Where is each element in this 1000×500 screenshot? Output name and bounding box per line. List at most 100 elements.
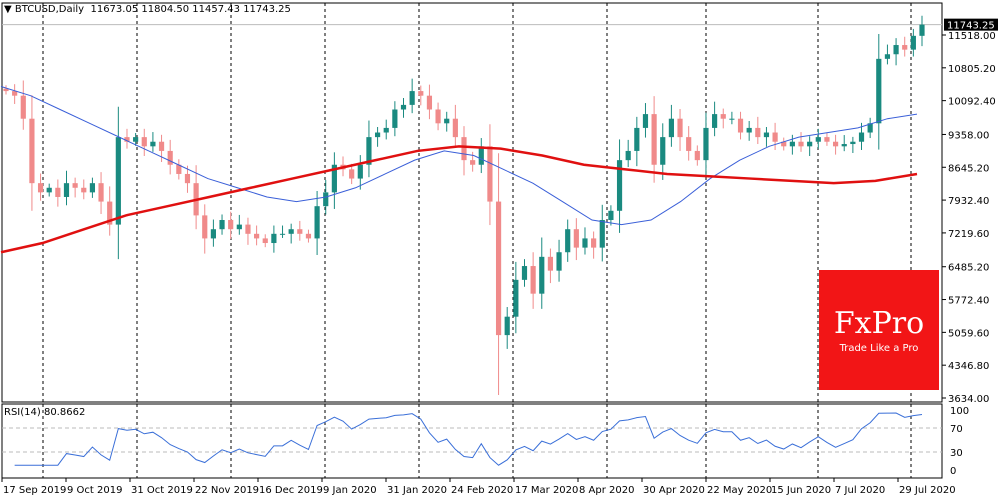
candle-body <box>167 150 173 165</box>
candle-body <box>729 118 735 120</box>
moving-average-slow <box>0 145 918 254</box>
rsi-tick-label: 30 <box>950 448 963 459</box>
candle-body <box>841 144 847 147</box>
price-tick-label: 8645.20 <box>948 163 989 174</box>
candle-body <box>279 233 286 235</box>
candle-body <box>651 114 657 165</box>
price-tick-label: 3634.00 <box>948 394 989 405</box>
candle-body <box>807 141 813 147</box>
date-label: 9 Jan 2020 <box>323 485 377 496</box>
ohlc-open: 11673.05 <box>90 4 139 15</box>
candle-body <box>815 137 821 142</box>
date-label: 31 Oct 2019 <box>131 485 193 496</box>
candle-body <box>824 137 830 142</box>
candle-body <box>755 127 761 138</box>
date-label: 7 Jul 2020 <box>835 485 885 496</box>
candle-body <box>763 132 770 138</box>
price-tick-label: 5772.40 <box>948 296 989 307</box>
candle-body <box>219 219 225 230</box>
candle-body <box>884 54 891 59</box>
candle-body <box>902 45 908 50</box>
price-tick-label: 7932.40 <box>948 196 989 207</box>
price-tick-label: 10805.20 <box>948 64 996 75</box>
candle-body <box>236 224 242 230</box>
dropdown-icon[interactable]: ▼ <box>4 4 12 15</box>
candle-body <box>435 109 441 124</box>
candle-body <box>107 201 113 225</box>
price-tick-label: 10092.40 <box>948 97 996 108</box>
candle-body <box>582 238 588 248</box>
candle-body <box>366 137 372 165</box>
date-label: 17 Sep 2019 <box>3 485 66 496</box>
candle-body <box>124 137 130 142</box>
rsi-tick-label: 70 <box>950 424 963 435</box>
candle-body <box>452 118 458 138</box>
candle-body <box>858 132 865 142</box>
price-tick-label: 11518.00 <box>948 31 996 42</box>
candle-body <box>573 229 579 248</box>
candle-body <box>599 219 605 248</box>
fxpro-logo: FxPro Trade Like a Pro <box>819 270 939 390</box>
candle-body <box>383 127 389 133</box>
date-label: 22 Nov 2019 <box>195 485 259 496</box>
candle-body <box>357 164 363 179</box>
candle-body <box>893 45 899 55</box>
candle-body <box>254 233 260 239</box>
candle-body <box>712 114 718 128</box>
candle-body <box>850 141 856 145</box>
current-price-badge <box>944 18 998 31</box>
rsi-tick-label: 100 <box>950 406 969 417</box>
candle-body <box>495 201 502 336</box>
candle-body <box>176 164 182 174</box>
candle-body <box>461 137 467 161</box>
candle-body <box>668 118 674 138</box>
candle-body <box>158 141 165 151</box>
candle-body <box>539 256 545 294</box>
date-label: 9 Oct 2019 <box>67 485 122 496</box>
candle-body <box>89 183 96 193</box>
candle-body <box>331 164 337 193</box>
date-label: 8 Apr 2020 <box>579 485 634 496</box>
candle-body <box>288 229 294 234</box>
candle-body <box>150 141 156 147</box>
candle-body <box>115 137 121 225</box>
candle-body <box>746 127 752 133</box>
date-label: 29 Jul 2020 <box>899 485 956 496</box>
candle-body <box>798 141 804 147</box>
rsi-tick-label: 0 <box>950 466 956 477</box>
candle-body <box>202 215 208 239</box>
price-tick-label: 6485.20 <box>948 263 989 274</box>
date-label: 24 Feb 2020 <box>451 485 513 496</box>
candle-body <box>608 210 614 220</box>
candle-body <box>686 137 692 151</box>
candle-body <box>98 183 104 202</box>
logo-tagline: Trade Like a Pro <box>839 343 919 354</box>
candle-body <box>3 88 9 92</box>
candle-body <box>63 183 70 197</box>
candle-body <box>55 187 61 197</box>
candle-body <box>210 229 216 239</box>
candle-body <box>297 229 303 234</box>
candle-body <box>556 252 562 271</box>
candle-body <box>737 118 744 133</box>
rsi-title: RSI(14) 80.8662 <box>4 407 86 418</box>
date-label: 31 Jan 2020 <box>387 485 447 496</box>
candle-body <box>426 95 433 110</box>
candle-body <box>634 127 640 151</box>
candle-body <box>46 187 52 193</box>
candle-body <box>521 266 528 280</box>
current-price-label: 11743.25 <box>947 21 995 32</box>
candle-body <box>349 169 355 179</box>
candle-body <box>141 137 147 147</box>
symbol-label: BTCUSD,Daily <box>14 4 85 15</box>
candle-body <box>29 118 35 184</box>
candle-body <box>616 160 623 211</box>
candle-body <box>703 127 709 161</box>
date-label: 22 May 2020 <box>707 485 772 496</box>
candle-body <box>677 118 683 138</box>
price-tick-label: 4346.80 <box>948 361 989 372</box>
candle-body <box>184 173 191 184</box>
candle-body <box>565 229 571 253</box>
candle-body <box>271 233 277 244</box>
